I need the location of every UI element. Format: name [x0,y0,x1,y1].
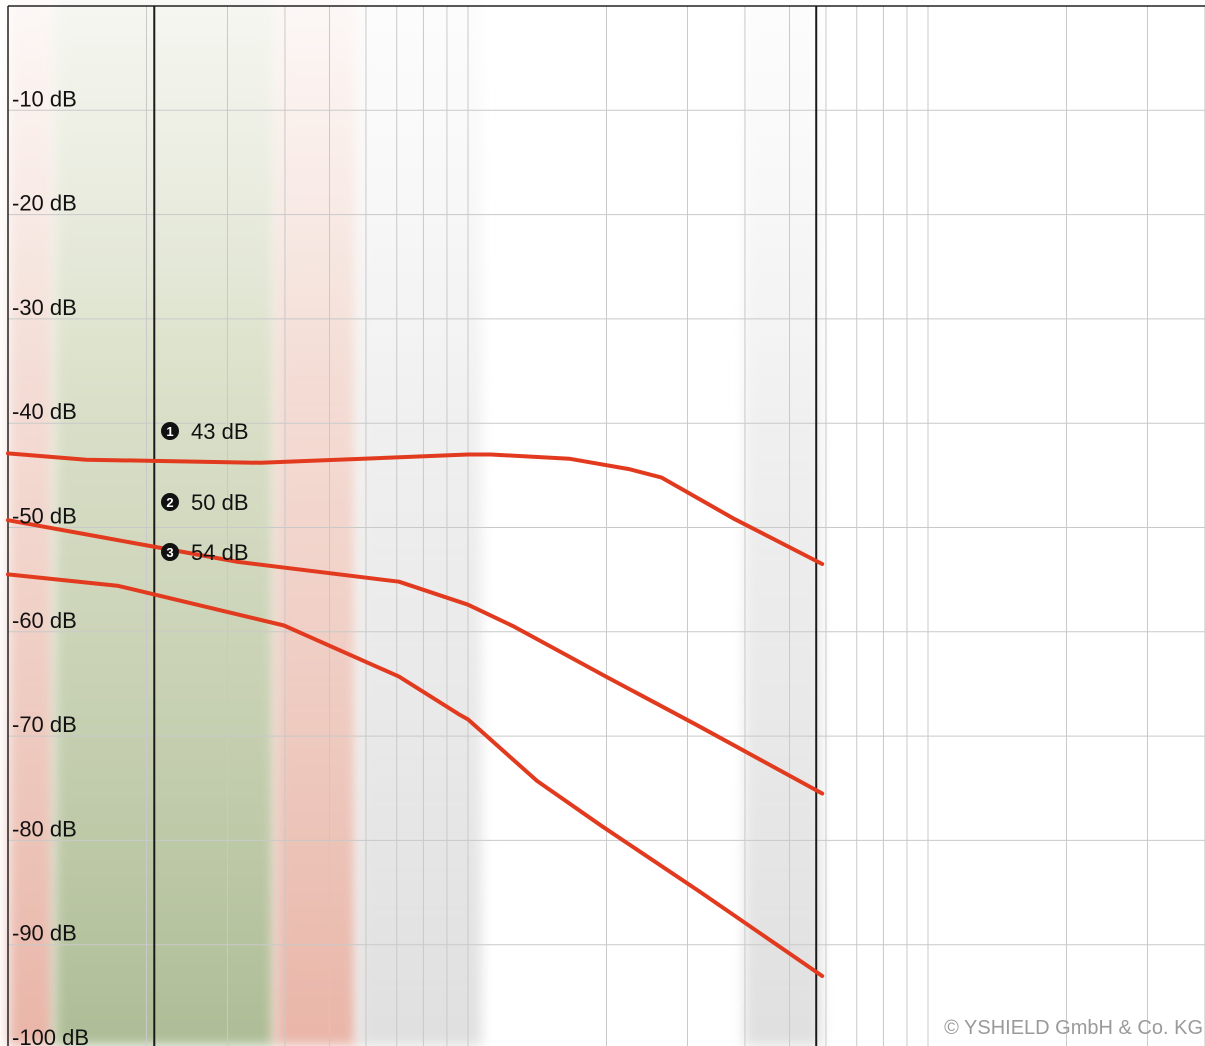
grey-band-mid [357,0,482,1046]
y-tick-label: -50 dB [12,504,77,529]
green-band [54,0,275,1046]
y-tick-label: -30 dB [12,295,77,320]
y-tick-label: -70 dB [12,712,77,737]
marker-number: 3 [166,545,173,560]
marker-circle [161,493,179,511]
series-annotations: 1 43 dB 2 50 dB 3 54 dB [161,419,249,565]
reference-lines [7,5,1205,1046]
y-tick-label: -60 dB [12,608,77,633]
y-tick-label: -90 dB [12,921,77,946]
y-tick-label: -20 dB [12,191,77,216]
horizontal-gridlines [8,5,1205,946]
marker-number: 1 [166,424,173,439]
y-tick-label: -10 dB [12,86,77,111]
marker-circle [161,422,179,440]
red-band-high [274,0,358,1046]
copyright-notice: © YSHIELD GmbH & Co. KG [944,1017,1203,1039]
grey-band-right [744,0,823,1046]
y-axis-labels: -10 dB -20 dB -30 dB -40 dB -50 dB -60 dB -70 … [12,86,89,1046]
series-line-1 [6,451,825,566]
series-label: 54 dB [191,540,249,565]
series-annotation-1: 1 43 dB [161,419,249,444]
series-line-2 [6,518,825,796]
series-annotation-2: 2 50 dB [161,490,249,515]
marker-circle [161,543,179,561]
series-lines [6,451,825,978]
y-tick-label: -40 dB [12,399,77,424]
marker-number: 2 [166,495,173,510]
series-line-3 [6,572,825,978]
series-label: 50 dB [191,490,249,515]
frequency-bands [8,0,823,1046]
y-tick-label: -100 dB [12,1025,89,1046]
series-annotation-3: 3 54 dB [161,540,249,565]
y-tick-label: -80 dB [12,816,77,841]
series-label: 43 dB [191,419,249,444]
